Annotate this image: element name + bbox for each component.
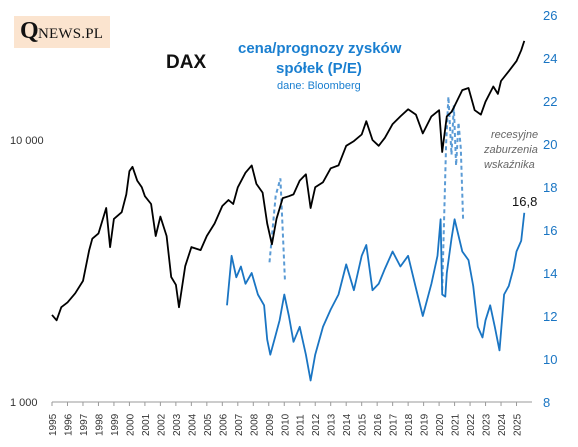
right-tick-label: 14 <box>543 266 557 281</box>
x-tick-label: 2002 <box>156 413 167 436</box>
x-tick-label: 2013 <box>327 413 338 436</box>
x-tick-label: 1995 <box>48 413 59 436</box>
x-tick-label: 2025 <box>513 413 524 436</box>
annotation-line2: zaburzenia <box>484 144 538 156</box>
left-tick-label: 10 000 <box>10 135 44 147</box>
x-tick-label: 1996 <box>63 413 74 436</box>
series-layer <box>51 40 526 382</box>
x-tick-label: 2015 <box>358 413 369 436</box>
right-tick-label: 24 <box>543 51 557 66</box>
x-tick-label: 2009 <box>265 413 276 436</box>
annotation-line1: recesyjne <box>491 129 539 141</box>
x-tick-label: 1999 <box>110 413 121 436</box>
x-tick-label: 2003 <box>172 413 183 436</box>
left-axis: 1 000 10 000 <box>10 135 44 409</box>
right-axis: 8 10 12 14 16 18 20 22 24 26 <box>543 8 557 410</box>
x-tick-label: 2022 <box>466 413 477 436</box>
x-tick-label: 2017 <box>389 413 400 436</box>
pe-line <box>226 212 526 382</box>
logo-initial: Q <box>20 18 39 44</box>
x-tick-label: 2016 <box>373 413 384 436</box>
data-source: dane: Bloomberg <box>277 80 361 92</box>
x-tick-label: 2012 <box>311 413 322 436</box>
right-tick-label: 12 <box>543 309 557 324</box>
pe-title-line1: cena/prognozy zysków <box>238 40 402 57</box>
x-tick-label: 2014 <box>342 413 353 436</box>
left-tick-label: 1 000 <box>10 397 38 409</box>
x-tick-label: 2020 <box>435 413 446 436</box>
x-tick-label: 2023 <box>482 413 493 436</box>
right-tick-label: 18 <box>543 180 557 195</box>
dax-line <box>51 40 526 322</box>
pe-title-line2: spółek (P/E) <box>276 60 362 77</box>
right-tick-label: 10 <box>543 352 557 367</box>
x-tick-label: 2024 <box>497 413 508 436</box>
pe-dashed-spike <box>268 178 286 282</box>
x-tick-label: 1997 <box>79 413 90 436</box>
x-tick-label: 2011 <box>296 414 307 436</box>
right-tick-label: 16 <box>543 223 557 238</box>
qnews-logo: Q NEWS.PL <box>14 16 110 48</box>
x-axis: 1995 1996 1997 1998 1999 2000 2001 2002 2003 2004… <box>48 401 532 436</box>
x-tick-label: 2018 <box>404 413 415 436</box>
right-tick-label: 22 <box>543 94 557 109</box>
x-tick-label: 2019 <box>420 413 431 436</box>
x-tick-label: 2000 <box>125 413 136 436</box>
right-tick-label: 26 <box>543 8 557 23</box>
x-tick-label: 2021 <box>451 413 462 436</box>
x-tick-label: 2007 <box>234 413 245 436</box>
x-tick-label: 2008 <box>249 413 260 436</box>
last-pe-value-label: 16,8 <box>512 194 538 209</box>
dax-series-label: DAX <box>166 52 207 73</box>
x-tick-label: 2006 <box>218 413 229 436</box>
right-tick-label: 8 <box>543 395 550 410</box>
x-tick-label: 2001 <box>141 413 152 436</box>
x-tick-label: 1998 <box>94 413 105 436</box>
x-tick-label: 2010 <box>280 413 291 436</box>
logo-text: NEWS.PL <box>38 26 104 42</box>
annotation-line3: wskaźnika <box>484 159 535 171</box>
pe-dashed-spike <box>441 96 465 291</box>
x-tick-label: 2004 <box>187 413 198 436</box>
right-tick-label: 20 <box>543 137 557 152</box>
x-tick-label: 2005 <box>203 413 214 436</box>
